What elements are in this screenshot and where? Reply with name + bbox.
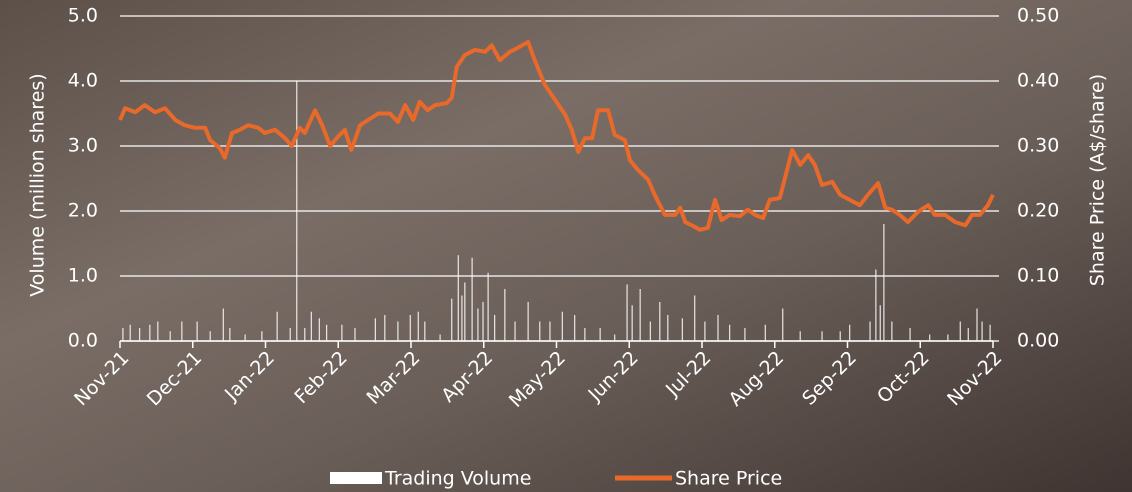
volume-bar bbox=[354, 328, 356, 341]
volume-bar bbox=[967, 328, 969, 341]
y2-tick-label: 0.10 bbox=[1017, 265, 1059, 287]
volume-bar bbox=[869, 321, 871, 341]
volume-bar bbox=[561, 311, 563, 341]
y2-tick-label: 0.20 bbox=[1017, 200, 1059, 222]
volume-bar bbox=[196, 321, 198, 341]
volume-bar bbox=[461, 295, 463, 341]
volume-bar bbox=[122, 328, 124, 341]
price-line bbox=[118, 40, 995, 232]
volume-bar bbox=[909, 328, 911, 341]
legend-label: Trading Volume bbox=[384, 468, 531, 490]
volume-bar bbox=[504, 289, 506, 341]
volume-bar bbox=[875, 269, 877, 341]
volume-bar bbox=[799, 331, 801, 341]
volume-bar bbox=[849, 324, 851, 341]
volume-bar bbox=[626, 284, 628, 341]
volume-bar bbox=[694, 295, 696, 341]
volume-bar bbox=[482, 302, 484, 341]
y2-tick-label: 0.40 bbox=[1017, 70, 1059, 92]
volume-bar bbox=[639, 289, 641, 341]
volume-bar bbox=[209, 331, 211, 341]
volume-bar bbox=[839, 331, 841, 341]
volume-bar bbox=[304, 328, 306, 341]
volume-bar bbox=[157, 321, 159, 341]
volume-bar bbox=[222, 308, 224, 341]
volume-bar bbox=[149, 324, 151, 341]
volume-bar bbox=[981, 321, 983, 341]
y2-tick-label: 0.50 bbox=[1017, 5, 1059, 27]
volume-bar bbox=[549, 321, 551, 341]
volume-bar bbox=[417, 311, 419, 341]
volume-bar bbox=[989, 324, 991, 341]
volume-bar bbox=[139, 328, 141, 341]
y-tick-label: 1.0 bbox=[68, 265, 98, 287]
volume-bar bbox=[276, 311, 278, 341]
y2-tick-label: 0.30 bbox=[1017, 135, 1059, 157]
volume-bar bbox=[439, 334, 441, 341]
y2-tick-label: 0.00 bbox=[1017, 330, 1059, 352]
volume-bar bbox=[717, 315, 719, 341]
volume-bar bbox=[782, 308, 784, 341]
volume-bar bbox=[409, 315, 411, 341]
volume-bar bbox=[539, 321, 541, 341]
volume-bar bbox=[169, 331, 171, 341]
volume-bar bbox=[614, 334, 616, 341]
volume-bar bbox=[181, 321, 183, 341]
volume-bar bbox=[649, 321, 651, 341]
volume-bar bbox=[318, 318, 320, 341]
volume-bar bbox=[704, 321, 706, 341]
legend-label: Share Price bbox=[675, 468, 782, 490]
volume-bar bbox=[976, 308, 978, 341]
y-tick-label: 5.0 bbox=[68, 5, 98, 27]
volume-bar bbox=[729, 324, 731, 341]
volume-bar bbox=[310, 311, 312, 341]
volume-bar bbox=[129, 324, 131, 341]
volume-bar bbox=[929, 334, 931, 341]
volume-bar bbox=[464, 282, 466, 341]
volume-bar bbox=[296, 81, 298, 341]
volume-bar bbox=[261, 331, 263, 341]
volume-bar bbox=[821, 331, 823, 341]
volume-bar bbox=[631, 305, 633, 341]
volume-bar bbox=[289, 328, 291, 341]
volume-bar bbox=[659, 302, 661, 341]
volume-bar bbox=[477, 308, 479, 341]
legend-swatch bbox=[330, 472, 382, 484]
volume-bar bbox=[764, 324, 766, 341]
volume-bar bbox=[451, 298, 453, 341]
volume-bar bbox=[244, 334, 246, 341]
volume-bar bbox=[487, 272, 489, 341]
volume-bar bbox=[397, 321, 399, 341]
y2-axis-title: Share Price (A$/share) bbox=[1087, 74, 1109, 286]
y-tick-label: 2.0 bbox=[68, 200, 98, 222]
y-tick-label: 0.0 bbox=[68, 330, 98, 352]
volume-bar bbox=[599, 328, 601, 341]
volume-bar bbox=[584, 328, 586, 341]
volume-bar bbox=[326, 324, 328, 341]
y-tick-label: 4.0 bbox=[68, 70, 98, 92]
volume-bar bbox=[384, 315, 386, 341]
volume-bar bbox=[229, 328, 231, 341]
volume-bar bbox=[494, 315, 496, 341]
volume-bar bbox=[947, 334, 949, 341]
volume-bar bbox=[883, 224, 885, 341]
volume-bar bbox=[744, 328, 746, 341]
volume-bar bbox=[891, 321, 893, 341]
volume-bar bbox=[374, 318, 376, 341]
volume-bar bbox=[959, 321, 961, 341]
volume-bar bbox=[424, 321, 426, 341]
volume-bar bbox=[457, 255, 459, 341]
volume-bar bbox=[574, 315, 576, 341]
y-tick-label: 3.0 bbox=[68, 135, 98, 157]
volume-bar bbox=[514, 321, 516, 341]
volume-bar bbox=[527, 302, 529, 341]
y-axis-title: Volume (million shares) bbox=[27, 73, 49, 296]
volume-bar bbox=[341, 324, 343, 341]
volume-bar bbox=[471, 257, 473, 341]
volume-bar bbox=[667, 315, 669, 341]
volume-bar bbox=[879, 305, 881, 341]
volume-bar bbox=[681, 318, 683, 341]
